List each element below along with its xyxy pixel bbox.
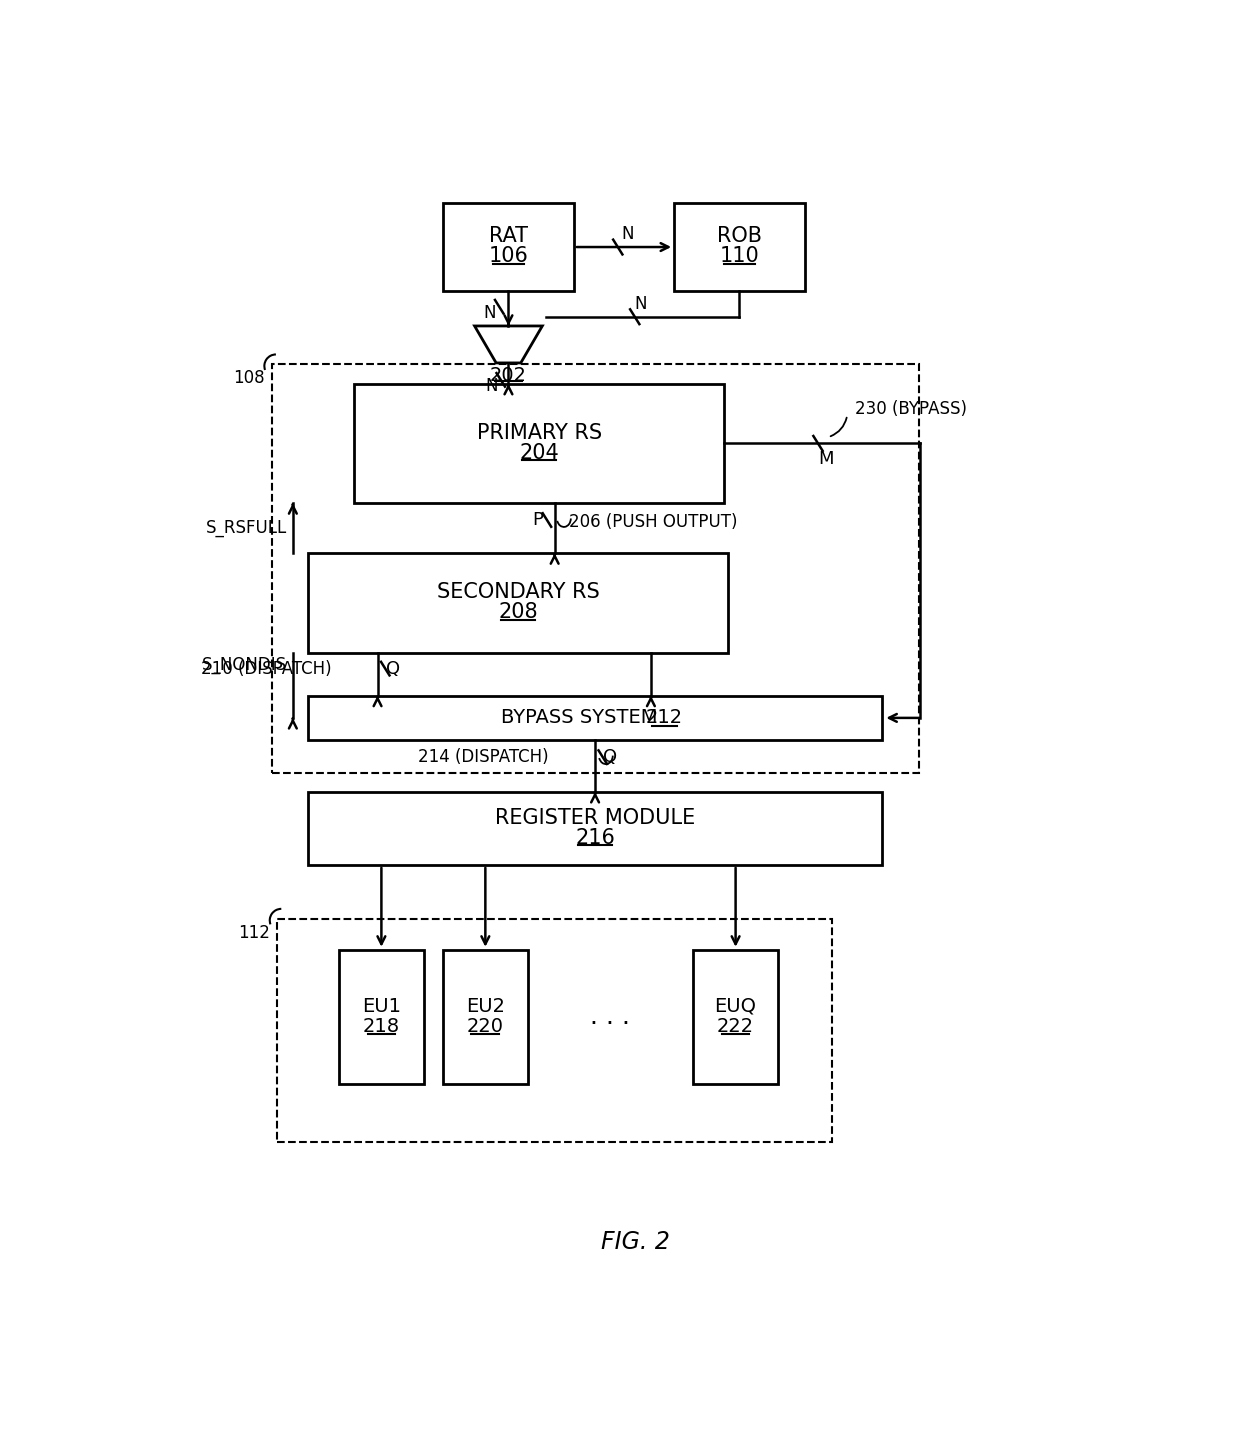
Text: EU2: EU2 xyxy=(466,997,505,1016)
Text: Q: Q xyxy=(604,748,618,767)
Text: S_NONDIS: S_NONDIS xyxy=(202,656,286,674)
Text: PRIMARY RS: PRIMARY RS xyxy=(476,423,601,443)
Text: N: N xyxy=(635,295,647,312)
FancyBboxPatch shape xyxy=(309,695,882,741)
FancyBboxPatch shape xyxy=(355,384,724,503)
FancyBboxPatch shape xyxy=(443,202,574,291)
Text: Q: Q xyxy=(386,659,401,678)
FancyBboxPatch shape xyxy=(339,950,424,1085)
Text: 222: 222 xyxy=(717,1017,754,1036)
Text: . . .: . . . xyxy=(590,1005,630,1029)
Text: 204: 204 xyxy=(520,443,559,463)
Polygon shape xyxy=(475,325,542,363)
Text: REGISTER MODULE: REGISTER MODULE xyxy=(495,808,696,828)
Text: 210 (DISPATCH): 210 (DISPATCH) xyxy=(201,659,331,678)
Text: 110: 110 xyxy=(719,246,759,267)
Text: N: N xyxy=(621,225,634,244)
Text: RAT: RAT xyxy=(489,226,528,246)
Text: SECONDARY RS: SECONDARY RS xyxy=(436,582,599,602)
Text: N: N xyxy=(485,377,497,396)
Text: 202: 202 xyxy=(490,365,527,384)
Text: M: M xyxy=(818,450,833,467)
Text: P: P xyxy=(532,512,543,529)
Text: N: N xyxy=(482,304,496,322)
Text: ROB: ROB xyxy=(717,226,761,246)
Text: 230 (BYPASS): 230 (BYPASS) xyxy=(854,400,967,418)
Text: EUQ: EUQ xyxy=(714,997,756,1016)
Text: 216: 216 xyxy=(575,828,615,848)
Text: 218: 218 xyxy=(363,1017,401,1036)
Text: 106: 106 xyxy=(489,246,528,267)
Text: 212: 212 xyxy=(646,708,683,728)
FancyBboxPatch shape xyxy=(443,950,528,1085)
Text: 214 (DISPATCH): 214 (DISPATCH) xyxy=(418,748,549,767)
FancyBboxPatch shape xyxy=(309,553,728,653)
Text: 108: 108 xyxy=(233,370,264,387)
Text: 206 (PUSH OUTPUT): 206 (PUSH OUTPUT) xyxy=(568,513,737,532)
Text: BYPASS SYSTEM: BYPASS SYSTEM xyxy=(501,708,658,728)
FancyBboxPatch shape xyxy=(309,792,882,866)
FancyBboxPatch shape xyxy=(675,202,805,291)
FancyBboxPatch shape xyxy=(693,950,777,1085)
Text: 208: 208 xyxy=(498,602,538,622)
Text: S_RSFULL: S_RSFULL xyxy=(206,519,286,537)
Text: 112: 112 xyxy=(238,924,270,941)
Text: 220: 220 xyxy=(466,1017,503,1036)
Text: EU1: EU1 xyxy=(362,997,401,1016)
Text: FIG. 2: FIG. 2 xyxy=(601,1231,670,1254)
